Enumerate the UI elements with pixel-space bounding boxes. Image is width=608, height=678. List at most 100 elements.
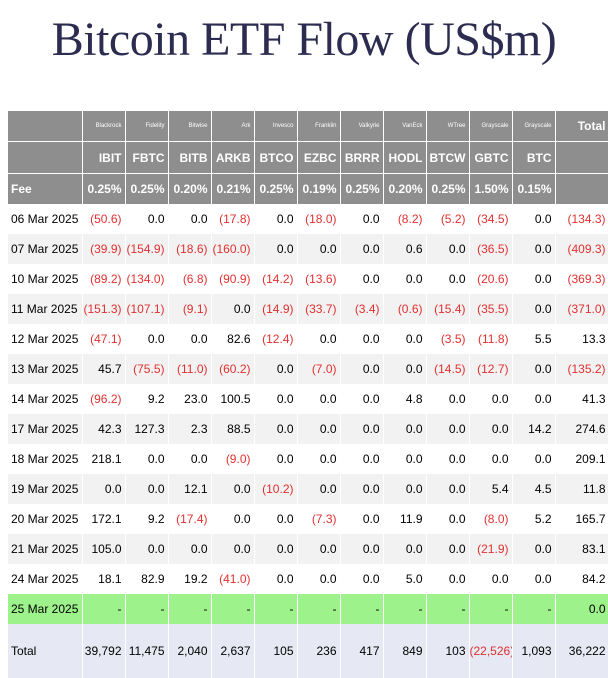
date-cell: 11 Mar 2025 (8, 294, 83, 324)
flow-cell: 0.0 (211, 504, 255, 534)
flow-cell: (14.2) (254, 264, 298, 294)
flow-cell: 0.0 (340, 444, 384, 474)
flow-cell: 0.0 (125, 444, 169, 474)
flow-cell: 42.3 (82, 414, 126, 444)
flow-cell: (96.2) (82, 384, 126, 414)
flow-cell: (89.2) (82, 264, 126, 294)
table-row: 20 Mar 2025 172.1 9.2 (17.4) 0.0 0.0 (7.3) 0.0 1… (8, 504, 608, 534)
date-cell: 07 Mar 2025 (8, 234, 83, 264)
ticker-label: ARKB (211, 141, 255, 174)
total-cell: 417 (340, 624, 384, 678)
flow-cell: 0.0 (297, 324, 341, 354)
fee-value: 0.20% (383, 173, 427, 204)
ticker-label: BTCO (254, 141, 298, 174)
row-total-cell: 11.8 (555, 474, 608, 504)
total-cell: 39,792 (82, 624, 126, 678)
flow-cell: 0.0 (426, 444, 470, 474)
flow-cell: 0.0 (340, 564, 384, 594)
fee-value: 0.25% (426, 173, 470, 204)
flow-cell: 0.0 (211, 534, 255, 564)
ticker-label: BTCW (426, 141, 470, 174)
flow-cell: 2.3 (168, 414, 212, 444)
flow-cell: (17.8) (211, 204, 255, 234)
flow-cell: 0.0 (125, 204, 169, 234)
ticker-label: BITB (168, 141, 212, 174)
row-total-cell: 274.6 (555, 414, 608, 444)
date-cell: 24 Mar 2025 (8, 564, 83, 594)
flow-cell: 0.0 (512, 384, 556, 414)
flow-cell: 0.0 (254, 354, 298, 384)
flow-cell: 18.1 (82, 564, 126, 594)
flow-cell: 0.0 (340, 234, 384, 264)
row-total-cell: (369.3) (555, 264, 608, 294)
flow-cell: 0.0 (297, 234, 341, 264)
flow-cell: (9.0) (211, 444, 255, 474)
date-cell: 17 Mar 2025 (8, 414, 83, 444)
flow-cell: (160.0) (211, 234, 255, 264)
date-cell: 13 Mar 2025 (8, 354, 83, 384)
flow-cell: 0.0 (426, 384, 470, 414)
fee-row: Fee 0.25% 0.25% 0.20% 0.21% 0.25% 0.19% 0.25% 0.… (8, 173, 608, 204)
flow-cell: 0.0 (168, 534, 212, 564)
flow-cell: (15.4) (426, 294, 470, 324)
flow-cell: (11.8) (469, 324, 513, 354)
provider-label: Fidelity (125, 111, 169, 142)
flow-cell: (13.6) (297, 264, 341, 294)
flow-cell: - (297, 594, 341, 624)
provider-label: Blackrock (82, 111, 126, 142)
flow-cell: (7.0) (297, 354, 341, 384)
fee-value: 0.21% (211, 173, 255, 204)
provider-label: Invesco (254, 111, 298, 142)
fee-value: 0.25% (82, 173, 126, 204)
flow-cell: 0.6 (383, 234, 427, 264)
flow-cell: 0.0 (340, 264, 384, 294)
flow-cell: 0.0 (426, 564, 470, 594)
ticker-label: EZBC (297, 141, 341, 174)
flow-cell: 127.3 (125, 414, 169, 444)
total-cell: 849 (383, 624, 427, 678)
flow-cell: 0.0 (340, 504, 384, 534)
fee-label: Fee (8, 173, 83, 204)
table-row: 17 Mar 2025 42.3 127.3 2.3 88.5 0.0 0.0 0.0 0.0 0… (8, 414, 608, 444)
flow-cell: - (383, 594, 427, 624)
flow-cell: 0.0 (383, 324, 427, 354)
flow-cell: 105.0 (82, 534, 126, 564)
provider-label: WTree (426, 111, 470, 142)
flow-cell: 0.0 (297, 474, 341, 504)
flow-cell: 0.0 (82, 474, 126, 504)
flow-cell: 0.0 (297, 564, 341, 594)
flow-cell: 0.0 (297, 444, 341, 474)
flow-cell: 0.0 (254, 504, 298, 534)
flow-cell: 0.0 (383, 534, 427, 564)
flow-cell: 12.1 (168, 474, 212, 504)
provider-label: VanEck (383, 111, 427, 142)
row-total-cell: (409.3) (555, 234, 608, 264)
flow-cell: 0.0 (512, 234, 556, 264)
row-total-cell: 41.3 (555, 384, 608, 414)
flow-cell: 14.2 (512, 414, 556, 444)
table-row: 21 Mar 2025 105.0 0.0 0.0 0.0 0.0 0.0 0.0 0.0 0.0… (8, 534, 608, 564)
flow-cell: 0.0 (512, 444, 556, 474)
flow-cell: 19.2 (168, 564, 212, 594)
date-cell: 06 Mar 2025 (8, 204, 83, 234)
provider-label: Valkyrie (340, 111, 384, 142)
flow-cell: (7.3) (297, 504, 341, 534)
date-cell: 21 Mar 2025 (8, 534, 83, 564)
row-total-cell: (371.0) (555, 294, 608, 324)
flow-cell: (3.4) (340, 294, 384, 324)
date-cell: 20 Mar 2025 (8, 504, 83, 534)
flow-cell: (39.9) (82, 234, 126, 264)
flow-cell: - (512, 594, 556, 624)
flow-cell: (11.0) (168, 354, 212, 384)
flow-cell: 0.0 (254, 444, 298, 474)
flow-cell: 0.0 (426, 504, 470, 534)
total-cell: 236 (297, 624, 341, 678)
flow-cell: 9.2 (125, 504, 169, 534)
flow-cell: (20.6) (469, 264, 513, 294)
flow-cell: 0.0 (383, 264, 427, 294)
date-cell: 12 Mar 2025 (8, 324, 83, 354)
flow-cell: - (426, 594, 470, 624)
table-row: 06 Mar 2025 (50.6) 0.0 0.0 (17.8) 0.0 (18.0) 0.… (8, 204, 608, 234)
ticker-label: IBIT (82, 141, 126, 174)
flow-cell: 0.0 (297, 414, 341, 444)
